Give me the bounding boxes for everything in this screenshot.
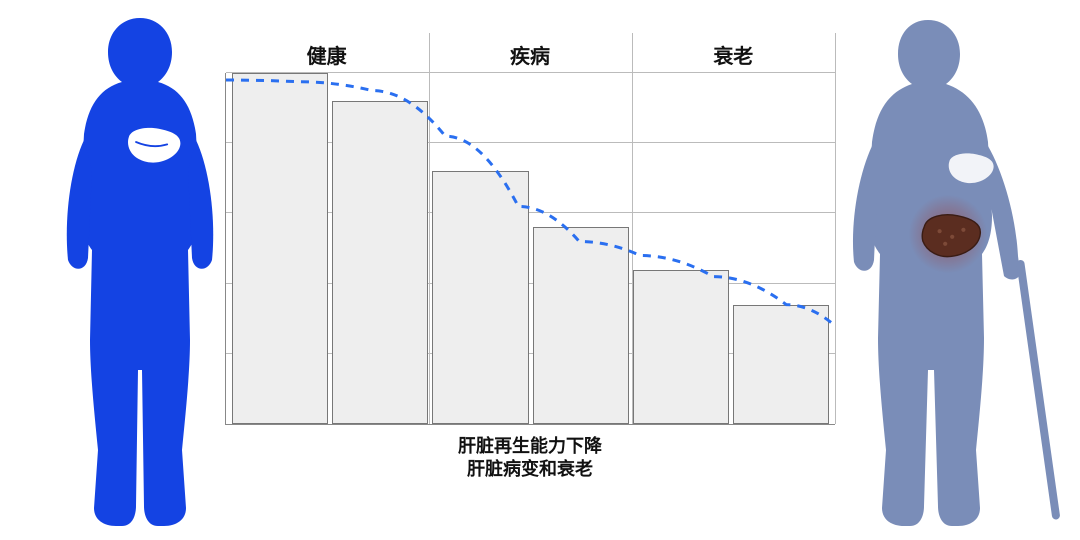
caption-line-2: 肝脏病变和衰老 <box>225 458 835 481</box>
group-label-1: 健康 <box>307 40 347 69</box>
group-label-2: 疾病 <box>510 40 550 69</box>
liver-hint-icon <box>945 150 997 186</box>
group-label-3: 衰老 <box>713 40 753 69</box>
liver-healthy-icon <box>124 124 184 166</box>
chart-group-labels: 健康 疾病 衰老 <box>225 40 835 69</box>
chart-caption: 肝脏再生能力下降 肝脏病变和衰老 <box>225 435 835 480</box>
decline-chart: 健康 疾病 衰老 肝脏再生能力下降 肝脏病变和衰老 <box>225 40 835 480</box>
trend-curve <box>226 73 835 424</box>
young-silhouette <box>40 10 240 530</box>
caption-line-1: 肝脏再生能力下降 <box>225 435 835 458</box>
young-person-figure <box>40 10 240 530</box>
chart-plot-area <box>225 73 835 425</box>
liver-damaged-icon <box>906 192 990 276</box>
elderly-person-figure <box>820 10 1060 530</box>
